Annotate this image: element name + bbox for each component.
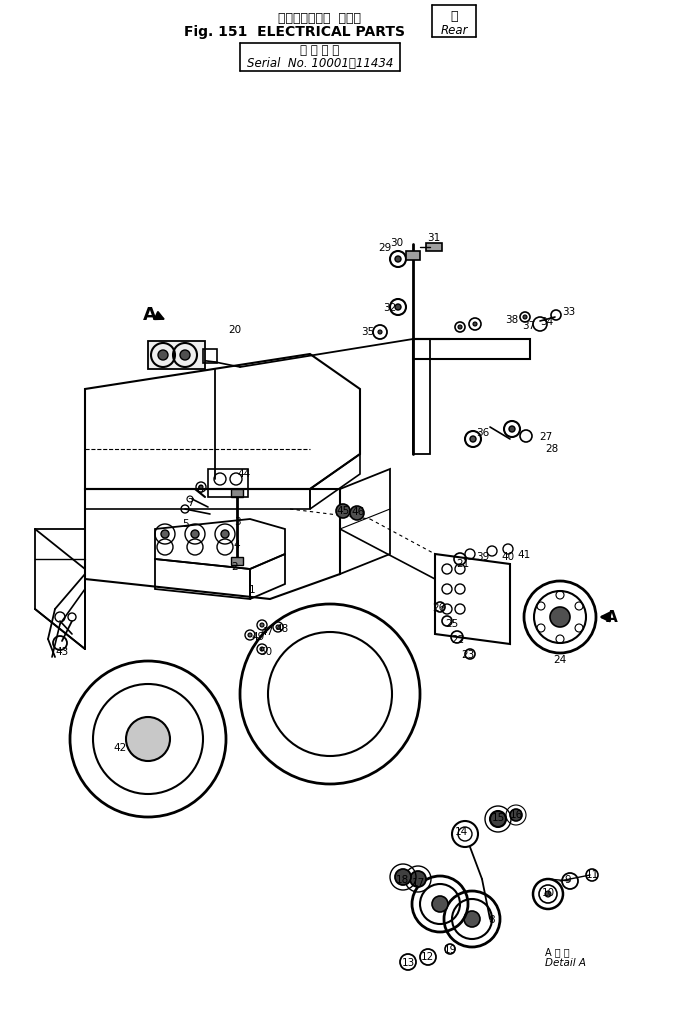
Text: 28: 28 [546, 444, 558, 454]
Text: Detail A: Detail A [545, 957, 586, 968]
Text: 適 用 号 機: 適 用 号 機 [300, 43, 339, 57]
Text: 32: 32 [383, 302, 397, 312]
Text: 15: 15 [491, 812, 504, 822]
Circle shape [221, 531, 229, 539]
Text: 2: 2 [232, 561, 239, 571]
Text: 14: 14 [454, 826, 468, 836]
Bar [231, 489, 243, 497]
Circle shape [260, 647, 264, 651]
Text: 50: 50 [260, 646, 272, 656]
Circle shape [395, 304, 401, 310]
Circle shape [180, 351, 190, 361]
Circle shape [432, 896, 448, 912]
Text: 23: 23 [462, 649, 475, 659]
Text: 後: 後 [450, 9, 458, 22]
Circle shape [509, 427, 515, 433]
Text: Serial  No. 10001～11434: Serial No. 10001～11434 [247, 57, 393, 70]
Circle shape [490, 811, 506, 827]
Text: 45: 45 [337, 506, 349, 516]
Text: A: A [143, 305, 157, 324]
Circle shape [545, 891, 551, 897]
Text: A 拡 縮: A 拡 縮 [545, 946, 570, 956]
Circle shape [199, 485, 203, 489]
Circle shape [350, 507, 364, 521]
Text: 13: 13 [402, 957, 414, 968]
Bar [231, 557, 243, 565]
Bar [426, 244, 442, 252]
Text: 31: 31 [427, 233, 441, 243]
Text: 43: 43 [55, 646, 69, 656]
Circle shape [464, 911, 480, 927]
Text: 42: 42 [114, 742, 126, 752]
Circle shape [470, 437, 476, 443]
Text: 30: 30 [391, 238, 404, 248]
Circle shape [458, 326, 462, 330]
Circle shape [550, 608, 570, 628]
Text: 41: 41 [517, 549, 531, 559]
Text: 18: 18 [395, 875, 408, 885]
Text: 12: 12 [420, 951, 433, 961]
Circle shape [410, 871, 426, 887]
Circle shape [473, 323, 477, 327]
Text: 20: 20 [228, 325, 241, 335]
Text: 29: 29 [379, 243, 391, 253]
Circle shape [378, 331, 382, 335]
Text: 19: 19 [443, 944, 456, 954]
Text: 17: 17 [412, 878, 425, 887]
Text: 4: 4 [234, 540, 240, 549]
Circle shape [510, 809, 522, 821]
Text: 48: 48 [275, 624, 289, 633]
Text: 35: 35 [362, 327, 375, 337]
Text: 10: 10 [541, 887, 554, 897]
Circle shape [248, 633, 252, 637]
Circle shape [126, 717, 170, 761]
Bar [203, 350, 217, 364]
Text: 44: 44 [237, 468, 251, 478]
Text: 7: 7 [187, 497, 193, 508]
Bar [208, 469, 248, 497]
Text: 21: 21 [456, 558, 470, 568]
Text: 22: 22 [452, 634, 464, 644]
Text: 39: 39 [477, 551, 489, 561]
Text: 40: 40 [502, 551, 514, 561]
Text: 3: 3 [234, 517, 240, 527]
Text: A: A [606, 610, 618, 625]
Circle shape [276, 626, 280, 630]
Text: 47: 47 [260, 627, 274, 636]
Text: 38: 38 [506, 314, 518, 325]
Text: 16: 16 [510, 809, 523, 819]
Text: 1: 1 [249, 584, 256, 594]
Text: Fig. 151  ELECTRICAL PARTS: Fig. 151 ELECTRICAL PARTS [185, 25, 406, 39]
Text: 34: 34 [540, 316, 554, 327]
Circle shape [336, 504, 350, 519]
Polygon shape [148, 342, 205, 370]
Text: 5: 5 [182, 519, 189, 529]
Text: 33: 33 [562, 306, 576, 316]
Text: 49: 49 [251, 632, 264, 641]
Text: Rear: Rear [440, 23, 468, 36]
Circle shape [158, 351, 168, 361]
Text: 8: 8 [489, 914, 496, 924]
Text: 25: 25 [445, 619, 458, 629]
Circle shape [523, 315, 527, 319]
Text: 27: 27 [539, 432, 552, 442]
Text: 11: 11 [585, 869, 599, 880]
Text: 26: 26 [433, 603, 445, 613]
Circle shape [191, 531, 199, 539]
Text: 24: 24 [554, 654, 566, 664]
Circle shape [395, 869, 411, 885]
Text: 6: 6 [197, 484, 203, 494]
Circle shape [395, 257, 401, 263]
Text: 37: 37 [523, 320, 535, 331]
Text: 36: 36 [477, 428, 489, 438]
Bar [406, 252, 420, 261]
Text: 46: 46 [352, 507, 364, 517]
Text: エレクトリカル  パーツ: エレクトリカル パーツ [279, 11, 362, 24]
Circle shape [161, 531, 169, 539]
Circle shape [260, 624, 264, 628]
Text: 9: 9 [564, 875, 571, 885]
